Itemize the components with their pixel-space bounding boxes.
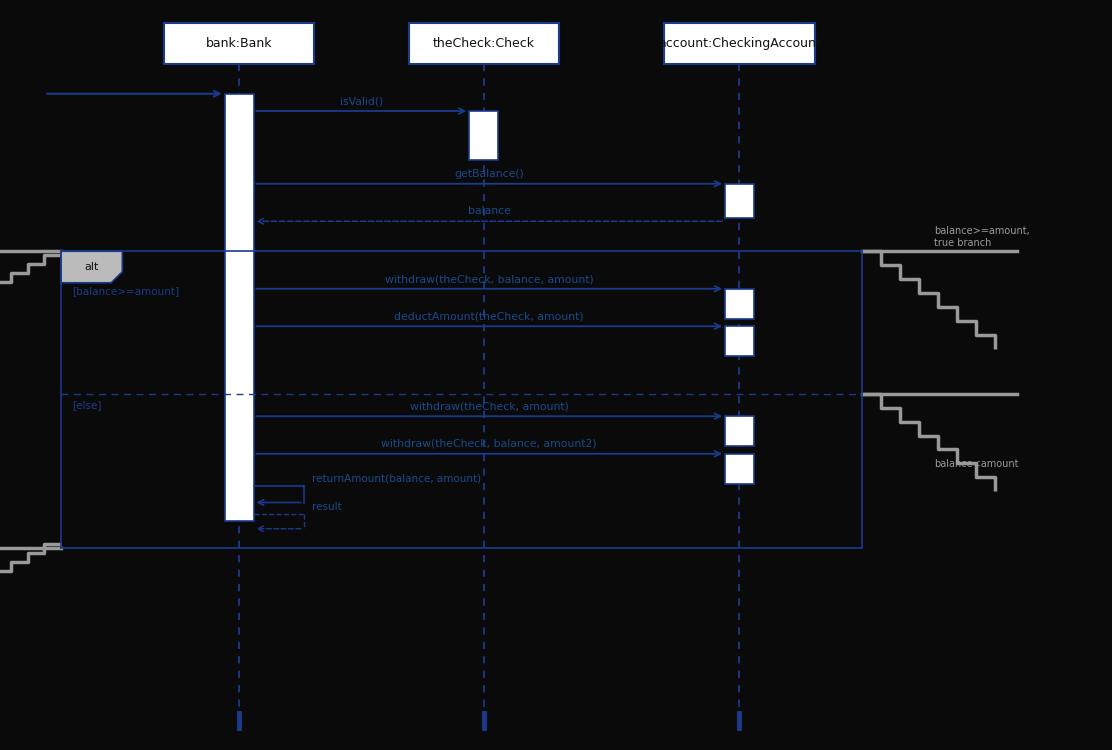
Text: bank:Bank: bank:Bank (206, 37, 272, 50)
Bar (225, 94, 254, 521)
Text: returnAmount(balance, amount): returnAmount(balance, amount) (312, 474, 481, 484)
Bar (725, 416, 754, 446)
Text: account:CheckingAccount: account:CheckingAccount (658, 37, 821, 50)
Text: withdraw(theCheck, balance, amount): withdraw(theCheck, balance, amount) (385, 274, 594, 284)
Text: deductAmount(theCheck, amount): deductAmount(theCheck, amount) (395, 311, 584, 322)
Bar (725, 326, 754, 356)
Text: [else]: [else] (72, 400, 102, 410)
Polygon shape (61, 251, 122, 283)
Bar (725, 184, 754, 218)
Text: balance>=amount,
true branch: balance>=amount, true branch (934, 226, 1030, 248)
Bar (725, 454, 754, 484)
Text: isValid(): isValid() (340, 96, 383, 106)
FancyBboxPatch shape (664, 22, 814, 64)
Text: balance<amount: balance<amount (934, 459, 1019, 469)
Text: alt: alt (85, 262, 99, 272)
Bar (725, 289, 754, 319)
Text: result: result (312, 502, 342, 512)
Text: theCheck:Check: theCheck:Check (433, 37, 535, 50)
Text: [balance>=amount]: [balance>=amount] (72, 286, 179, 296)
FancyBboxPatch shape (408, 22, 558, 64)
Text: getBalance(): getBalance() (455, 169, 524, 179)
FancyBboxPatch shape (163, 22, 314, 64)
Text: withdraw(theCheck, amount): withdraw(theCheck, amount) (410, 401, 568, 412)
Text: withdraw(theCheck, balance, amount2): withdraw(theCheck, balance, amount2) (381, 439, 597, 449)
Text: balance: balance (468, 206, 510, 217)
Bar (469, 111, 498, 160)
